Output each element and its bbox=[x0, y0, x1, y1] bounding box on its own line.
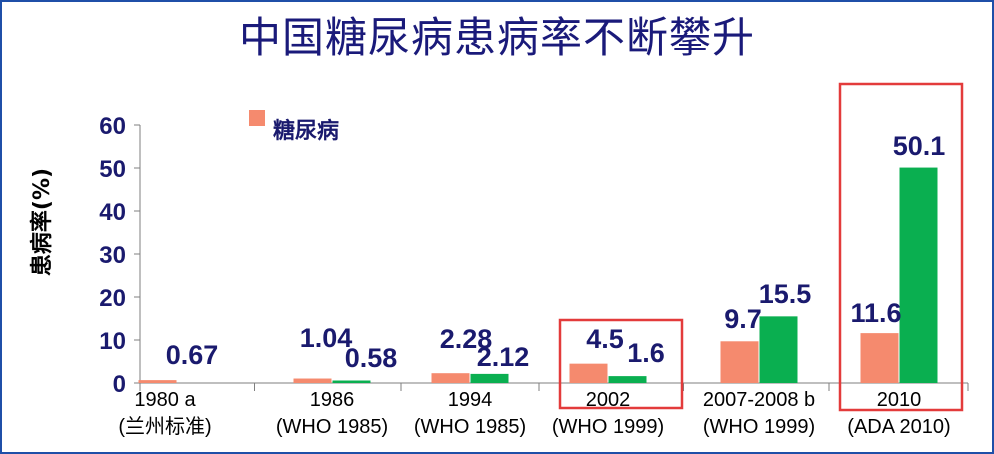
bar-series-2 bbox=[759, 316, 798, 383]
bar-series-2 bbox=[899, 167, 938, 383]
data-label-series-1: 1.04 bbox=[300, 323, 353, 353]
y-tick-label: 60 bbox=[99, 113, 126, 140]
legend-swatch bbox=[249, 110, 265, 126]
x-category-label-line1: 1986 bbox=[310, 389, 355, 411]
x-category-label-line1: 2007-2008 b bbox=[703, 389, 815, 411]
x-category-label-line1: 2002 bbox=[586, 389, 631, 411]
data-label-series-1: 0.67 bbox=[166, 340, 219, 370]
data-label-series-2: 50.1 bbox=[893, 131, 946, 161]
highlight-box bbox=[838, 82, 964, 412]
y-tick-label: 30 bbox=[99, 242, 126, 269]
y-tick-label: 40 bbox=[99, 199, 126, 226]
legend-label: 糖尿病 bbox=[273, 118, 339, 144]
bar-series-1 bbox=[860, 333, 899, 383]
bar-series-2 bbox=[332, 380, 371, 383]
bar-series-2 bbox=[470, 373, 509, 383]
y-tick-label: 0 bbox=[113, 371, 126, 398]
x-category-label-line2: (WHO 1985) bbox=[414, 416, 526, 438]
data-label-series-2: 2.12 bbox=[477, 342, 530, 372]
x-category-label-line1: 1994 bbox=[448, 389, 493, 411]
x-category-label-line1: 2010 bbox=[877, 389, 922, 411]
bar-series-1 bbox=[293, 378, 332, 383]
bar-series-1 bbox=[138, 380, 177, 383]
y-axis-label: 患病率(%) bbox=[29, 168, 55, 276]
x-category-label-line2: (WHO 1999) bbox=[703, 416, 815, 438]
x-category-label-line2: (ADA 2010) bbox=[847, 416, 950, 438]
bar-series-1 bbox=[431, 373, 470, 383]
x-category-label-line1: 1980 a bbox=[134, 389, 196, 411]
bar-series-1 bbox=[720, 341, 759, 383]
x-category-label-line2: (WHO 1999) bbox=[552, 416, 664, 438]
bar-series-2 bbox=[608, 376, 647, 383]
data-label-series-1: 4.5 bbox=[586, 324, 624, 354]
data-label-series-1: 2.28 bbox=[440, 324, 493, 354]
data-label-series-2: 1.6 bbox=[627, 338, 665, 368]
y-tick-label: 10 bbox=[99, 328, 126, 355]
data-label-series-2: 15.5 bbox=[759, 279, 812, 309]
y-tick-label: 20 bbox=[99, 285, 126, 312]
data-label-series-1: 9.7 bbox=[724, 304, 762, 334]
data-label-series-1: 11.6 bbox=[850, 298, 901, 328]
highlight-box bbox=[558, 318, 684, 410]
data-label-series-2: 0.58 bbox=[345, 343, 398, 373]
bar-series-1 bbox=[569, 363, 608, 383]
x-category-label-line2: (兰州标准) bbox=[118, 415, 211, 438]
chart-title: 中国糖尿病患病率不断攀升 bbox=[238, 13, 755, 62]
y-tick-label: 50 bbox=[99, 156, 126, 183]
x-category-label-line2: (WHO 1985) bbox=[276, 416, 388, 438]
